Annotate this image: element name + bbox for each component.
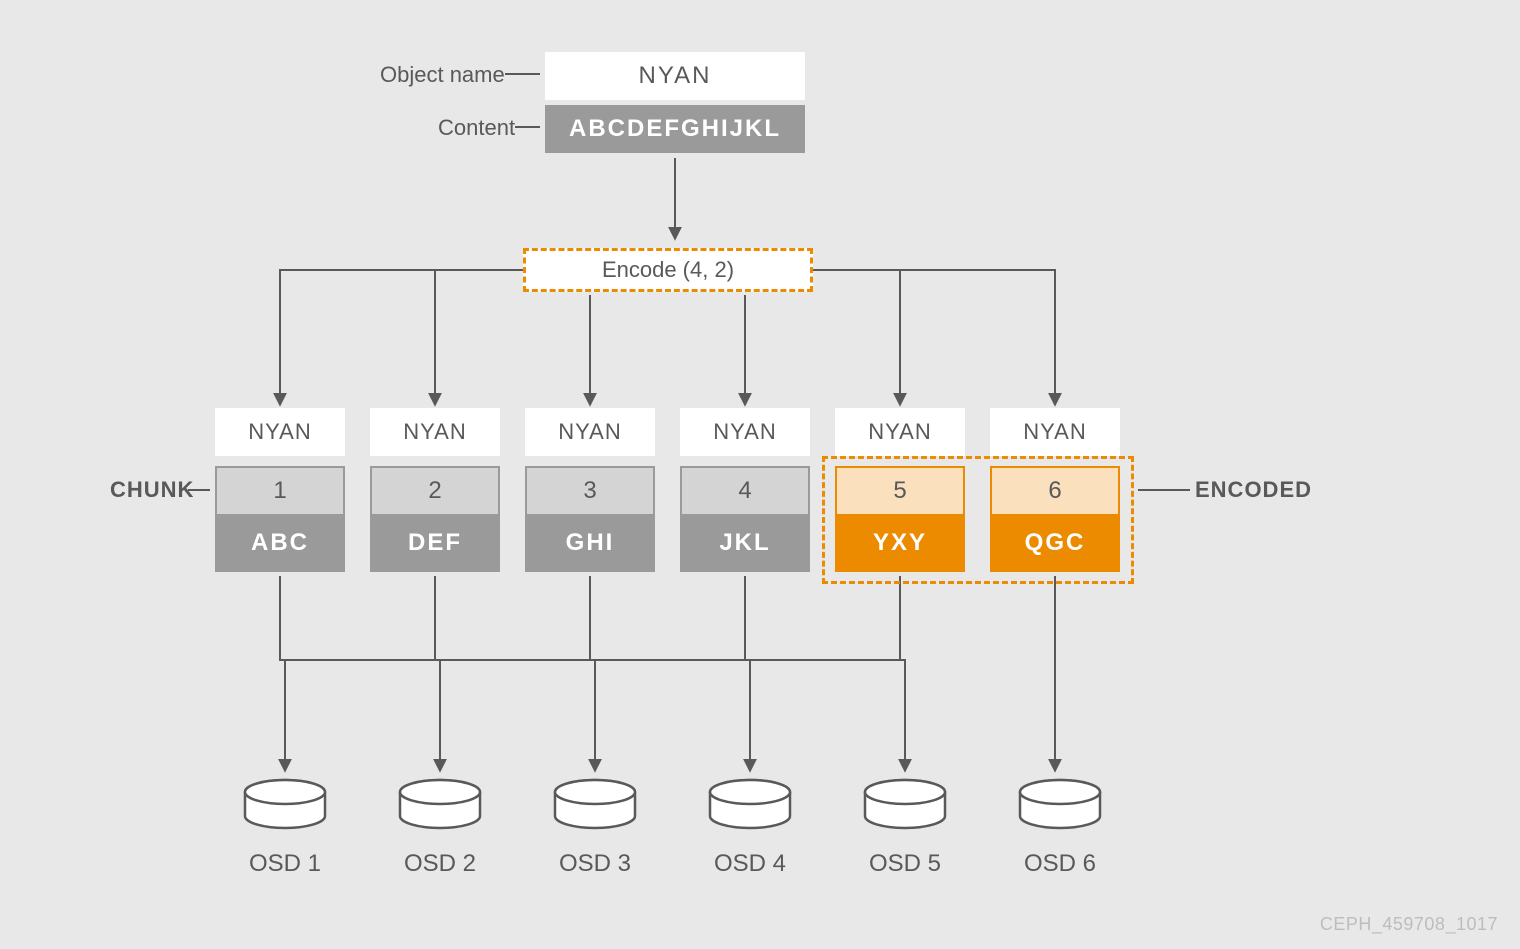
osd-label-3: OSD 3 <box>540 850 650 878</box>
chunk-side-label: CHUNK <box>110 477 194 503</box>
osd-label-4: OSD 4 <box>695 850 805 878</box>
chunk-index-6: 6 <box>990 466 1120 514</box>
osd-label-6: OSD 6 <box>1005 850 1115 878</box>
chunk-index-5: 5 <box>835 466 965 514</box>
encoded-leader-line <box>1120 0 1320 600</box>
footer-text: CEPH_459708_1017 <box>1320 914 1498 935</box>
chunk-data-3: GHI <box>525 514 655 572</box>
chunk-name-4: NYAN <box>680 408 810 456</box>
header-leader-lines <box>0 0 1520 200</box>
chunk-index-1: 1 <box>215 466 345 514</box>
chunk-leader-line <box>0 0 250 600</box>
osd-label-5: OSD 5 <box>850 850 960 878</box>
osd-label-1: OSD 1 <box>230 850 340 878</box>
disk-icon-1 <box>240 778 330 832</box>
chunk-name-6: NYAN <box>990 408 1120 456</box>
chunk-data-1: ABC <box>215 514 345 572</box>
disk-icon-4 <box>705 778 795 832</box>
encode-box: Encode (4, 2) <box>523 248 813 292</box>
chunk-name-3: NYAN <box>525 408 655 456</box>
chunk-data-2: DEF <box>370 514 500 572</box>
chunk-name-5: NYAN <box>835 408 965 456</box>
disk-icon-6 <box>1015 778 1105 832</box>
object-name-label: Object name <box>380 62 505 88</box>
chunk-name-1: NYAN <box>215 408 345 456</box>
chunk-index-2: 2 <box>370 466 500 514</box>
chunk-data-4: JKL <box>680 514 810 572</box>
disk-icon-2 <box>395 778 485 832</box>
chunk-data-5: YXY <box>835 514 965 572</box>
object-name-box: NYAN <box>545 52 805 100</box>
encoded-side-label: ENCODED <box>1195 477 1312 503</box>
chunk-index-3: 3 <box>525 466 655 514</box>
chunk-name-2: NYAN <box>370 408 500 456</box>
content-label: Content <box>438 115 515 141</box>
chunk-data-6: QGC <box>990 514 1120 572</box>
chunk-index-4: 4 <box>680 466 810 514</box>
osd-label-2: OSD 2 <box>385 850 495 878</box>
disk-icon-3 <box>550 778 640 832</box>
disk-icon-5 <box>860 778 950 832</box>
content-box: ABCDEFGHIJKL <box>545 105 805 153</box>
